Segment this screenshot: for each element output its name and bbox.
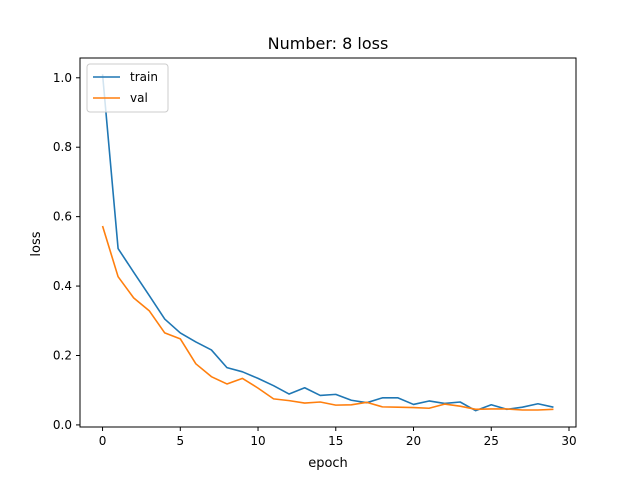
y-tick-label: 0.6 xyxy=(53,210,72,224)
legend-label-train: train xyxy=(130,70,158,84)
plot-frame xyxy=(79,57,577,428)
y-tick-label: 0.4 xyxy=(53,279,72,293)
x-tick-label: 20 xyxy=(406,434,421,448)
legend: train val xyxy=(86,63,169,113)
x-axis-label: epoch xyxy=(308,456,348,471)
chart-title: Number: 8 loss xyxy=(268,34,389,53)
y-tick-label: 0.0 xyxy=(53,418,72,432)
plot-lines xyxy=(101,74,554,412)
x-tick-label: 15 xyxy=(328,434,343,448)
y-tick-label: 1.0 xyxy=(53,71,72,85)
y-tick-label: 0.8 xyxy=(53,140,72,154)
y-axis-label: loss xyxy=(29,231,44,256)
x-tick-label: 25 xyxy=(484,434,499,448)
legend-label-val: val xyxy=(130,91,148,105)
y-tick-label: 0.2 xyxy=(53,348,72,362)
x-tick-label: 0 xyxy=(99,434,107,448)
axis-ticks: 0 5 10 15 20 25 30 0.0 0.2 0.4 0.6 0.8 1.0 xyxy=(53,71,577,448)
x-tick-label: 5 xyxy=(176,434,184,448)
legend-box xyxy=(86,63,169,113)
x-tick-label: 10 xyxy=(250,434,265,448)
x-tick-label: 30 xyxy=(561,434,576,448)
val-series-line xyxy=(101,225,554,411)
